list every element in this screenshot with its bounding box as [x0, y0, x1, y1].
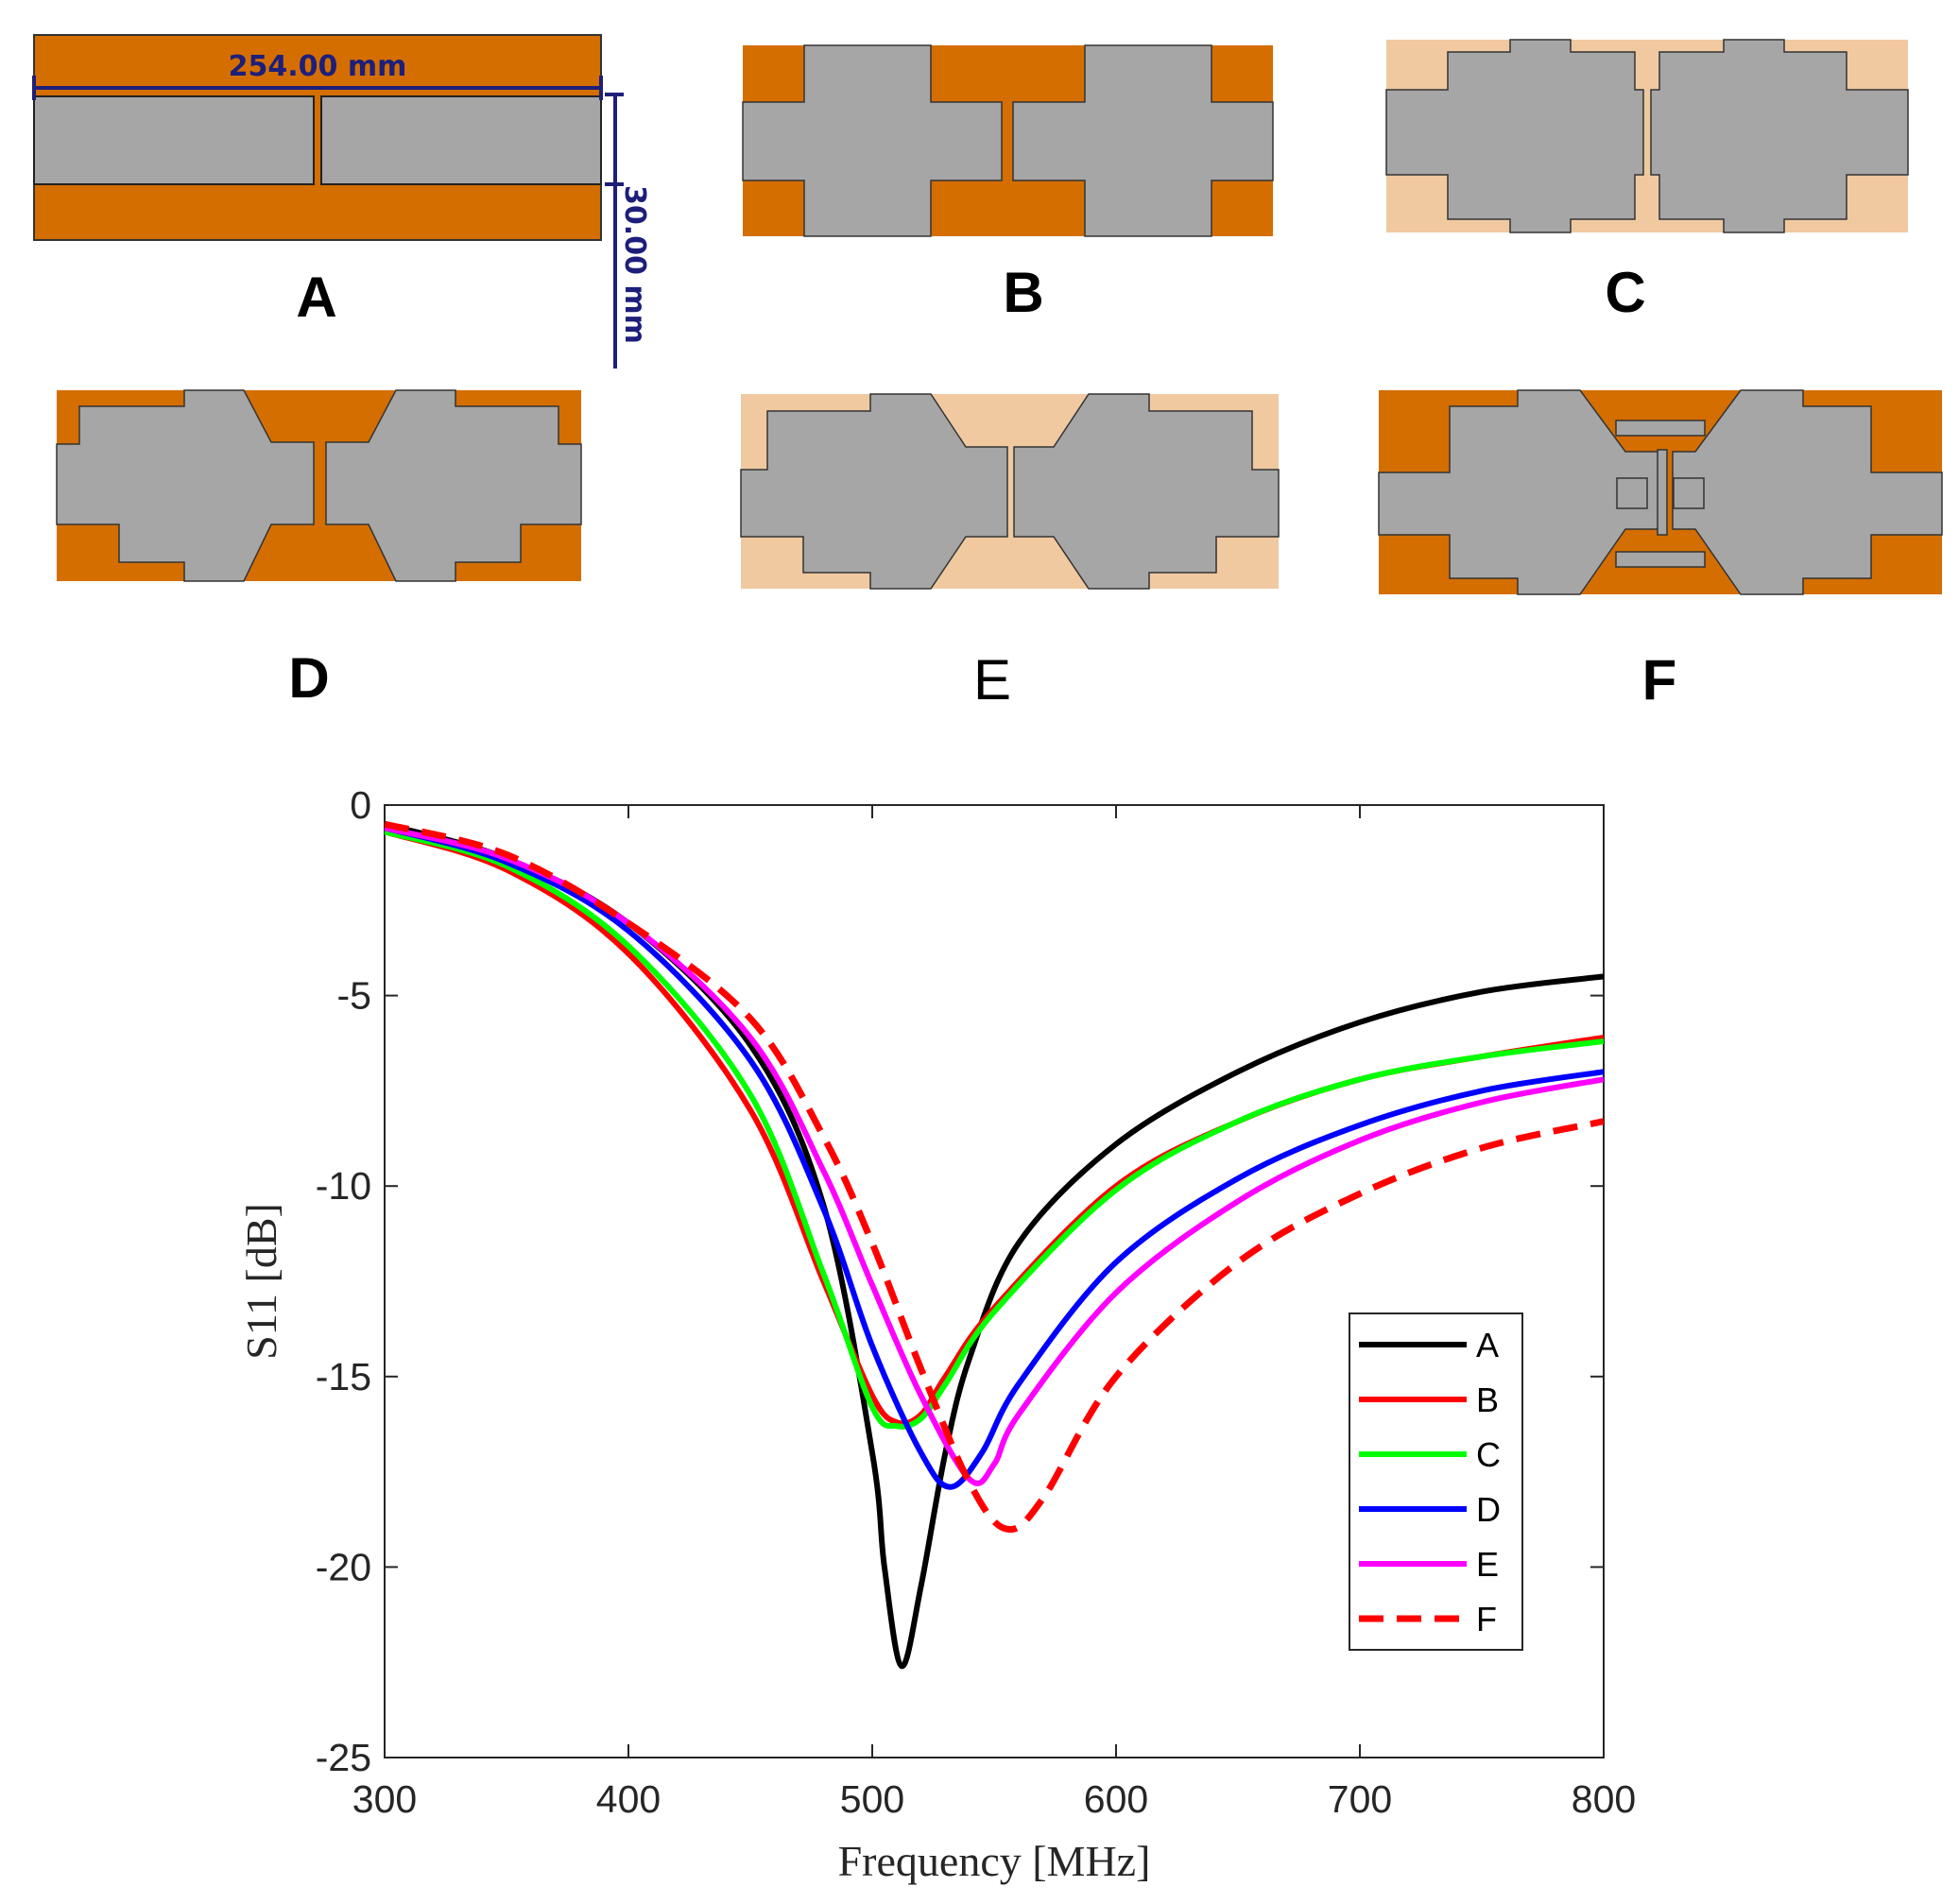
panel-d-right-patch — [325, 389, 582, 582]
y-tick-label: -5 — [337, 974, 371, 1018]
series-line-c — [385, 829, 1604, 1430]
x-tick-label: 300 — [352, 1777, 417, 1821]
panel-label-a: A — [296, 266, 336, 329]
panel-label-b: B — [1003, 261, 1043, 324]
panel-f-center-stub — [1657, 449, 1668, 536]
legend-label-e: E — [1476, 1545, 1499, 1584]
panel-e-left-patch — [740, 393, 1008, 590]
y-axis-label: S11 [dB] — [237, 1203, 285, 1360]
series-line-f — [385, 820, 1604, 1534]
panel-a-left-arm — [33, 95, 315, 185]
legend-label-d: D — [1476, 1490, 1501, 1529]
legend-label-c: C — [1476, 1435, 1501, 1474]
panel-label-f: F — [1642, 648, 1677, 712]
height-dimension-label: 30.00 mm — [618, 185, 651, 344]
panel-label-e: E — [973, 648, 1011, 712]
y-tick-label: 0 — [350, 783, 371, 827]
panel-a: 254.00 mm 30.00 mm A — [32, 34, 651, 369]
panel-c-left-patch — [1385, 39, 1644, 233]
panel-b-right-patch — [1012, 44, 1274, 237]
panel-e: E — [740, 393, 1280, 712]
x-axis: 300 400 500 600 700 800 — [352, 805, 1636, 1821]
panel-b: B — [742, 44, 1274, 324]
legend-label-f: F — [1476, 1600, 1497, 1638]
legend-label-a: A — [1476, 1326, 1499, 1364]
x-tick-label: 500 — [840, 1777, 904, 1821]
x-tick-label: 800 — [1572, 1777, 1636, 1821]
legend-box — [1349, 1312, 1523, 1651]
y-axis: 0 -5 -10 -15 -20 -25 — [316, 783, 1604, 1779]
s11-chart: 300 400 500 600 700 800 0 -5 -10 -15 -20 -25 Frequ… — [237, 783, 1636, 1885]
panel-label-c: C — [1605, 261, 1645, 324]
x-tick-label: 400 — [596, 1777, 661, 1821]
x-axis-label: Frequency [MHz] — [838, 1837, 1151, 1885]
legend-label-b: B — [1476, 1381, 1499, 1419]
panel-a-right-arm — [320, 95, 602, 185]
width-dimension-label: 254.00 mm — [229, 50, 407, 83]
y-tick-label: -15 — [316, 1355, 371, 1398]
panel-f-left-square — [1616, 477, 1648, 509]
y-tick-label: -25 — [316, 1736, 371, 1779]
panel-d-left-patch — [56, 389, 315, 582]
panel-f-top-slot — [1615, 420, 1706, 437]
panel-label-d: D — [288, 646, 329, 710]
panel-f-bottom-slot — [1615, 551, 1706, 568]
panel-b-left-patch — [742, 44, 1003, 237]
panel-f-right-square — [1673, 477, 1705, 509]
y-tick-label: -20 — [316, 1545, 371, 1588]
panel-d: D — [56, 389, 582, 710]
panel-f-right-patch — [1672, 389, 1943, 595]
x-tick-label: 700 — [1328, 1777, 1392, 1821]
x-tick-label: 600 — [1084, 1777, 1148, 1821]
y-tick-label: -10 — [316, 1164, 371, 1208]
series-line-d — [385, 825, 1604, 1490]
series-lines — [385, 820, 1604, 1670]
panel-e-right-patch — [1013, 393, 1280, 590]
panel-c: C — [1385, 39, 1909, 324]
panel-f: F — [1378, 389, 1943, 712]
panel-c-right-patch — [1650, 39, 1909, 233]
